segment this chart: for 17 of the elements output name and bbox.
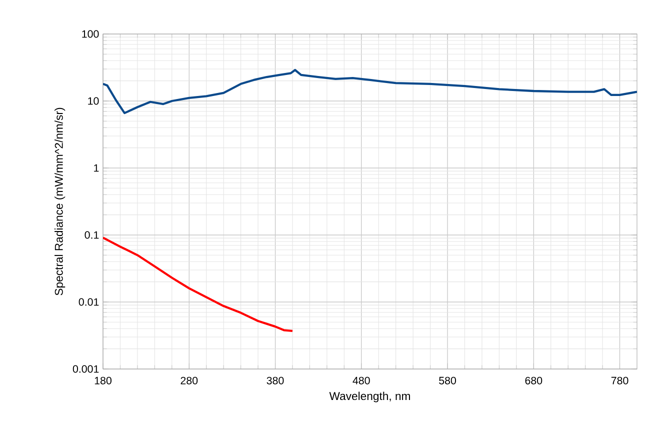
- y-tick-label: 0.01: [78, 298, 99, 306]
- x-tick-label: 780: [611, 376, 628, 384]
- x-tick-label: 680: [525, 376, 542, 384]
- x-tick-label: 380: [266, 376, 284, 384]
- x-tick-label: 480: [352, 376, 370, 384]
- line-series: [103, 68, 637, 114]
- y-tick-label: 0.1: [84, 231, 99, 239]
- y-tick-label: 100: [82, 30, 99, 38]
- x-tick-label: 180: [94, 376, 112, 384]
- x-axis-title: Wavelength, nm: [329, 392, 410, 402]
- x-tick-label: 580: [439, 376, 456, 384]
- line-series: [103, 236, 294, 332]
- x-tick-label: 280: [180, 376, 198, 384]
- y-tick-label: 1: [94, 164, 99, 172]
- y-axis-title: Spectral Radiance (mW/mm^2/nm/sr): [54, 108, 66, 296]
- y-tick-label: 0.001: [72, 365, 99, 373]
- y-tick-label: 10: [88, 97, 99, 105]
